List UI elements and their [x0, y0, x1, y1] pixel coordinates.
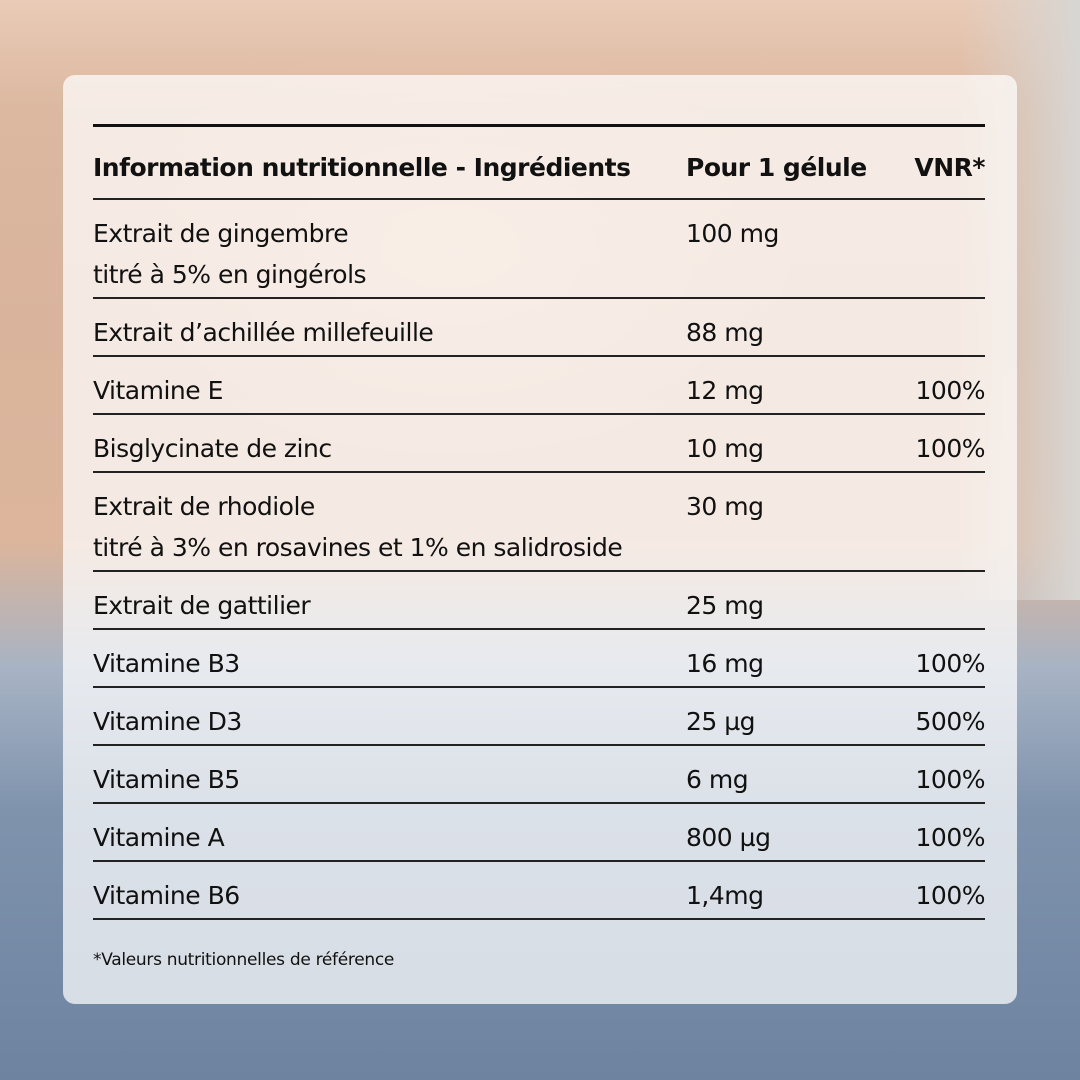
ingredient-vnr: 100%: [915, 823, 986, 852]
table-row: Vitamine B6 1,4mg 100%: [93, 862, 986, 920]
ingredient-name: Bisglycinate de zinc: [93, 428, 332, 469]
footnote: *Valeurs nutritionnelles de référence: [93, 950, 395, 970]
ingredient-amount: 100 mg: [686, 219, 779, 248]
table-row: Vitamine E 12 mg 100%: [93, 357, 986, 415]
ingredient-amount: 800 µg: [686, 823, 771, 852]
ingredient-label: Vitamine B6: [93, 881, 240, 910]
ingredient-label: Bisglycinate de zinc: [93, 434, 332, 463]
ingredient-amount: 1,4mg: [686, 881, 764, 910]
ingredient-label: Vitamine E: [93, 376, 223, 405]
ingredient-amount: 16 mg: [686, 649, 764, 678]
ingredient-name: Vitamine A: [93, 817, 225, 858]
ingredient-label: Extrait de rhodiole: [93, 492, 315, 521]
ingredient-vnr: 100%: [915, 434, 986, 463]
table-row: Extrait de rhodiole titré à 3% en rosavin…: [93, 473, 985, 572]
header-per-capsule: Pour 1 gélule: [686, 153, 867, 182]
ingredient-amount: 25 mg: [686, 591, 764, 620]
ingredient-name: Extrait de gattilier: [93, 585, 311, 626]
ingredient-amount: 6 mg: [686, 765, 749, 794]
table-header: Information nutritionnelle - Ingrédients…: [93, 127, 985, 200]
ingredient-amount: 88 mg: [686, 318, 764, 347]
header-ingredients: Information nutritionnelle - Ingrédients: [93, 153, 631, 182]
ingredient-name: Extrait de gingembre titré à 5% en gingér…: [93, 213, 367, 295]
ingredient-label: Extrait d’achillée millefeuille: [93, 318, 434, 347]
ingredient-label: Extrait de gattilier: [93, 591, 311, 620]
ingredient-vnr: 500%: [915, 707, 986, 736]
table-row: Extrait d’achillée millefeuille 88 mg: [93, 299, 985, 357]
table-row: Vitamine B3 16 mg 100%: [93, 630, 986, 688]
ingredient-amount: 25 µg: [686, 707, 756, 736]
ingredient-label: Vitamine A: [93, 823, 225, 852]
ingredient-label: Vitamine B5: [93, 765, 240, 794]
ingredient-name: Vitamine D3: [93, 701, 242, 742]
ingredient-name: Vitamine B3: [93, 643, 240, 684]
nutrition-table: Information nutritionnelle - Ingrédients…: [93, 124, 986, 920]
ingredient-vnr: 100%: [915, 376, 986, 405]
ingredient-vnr: 100%: [915, 765, 986, 794]
ingredient-vnr: 100%: [915, 649, 986, 678]
table-row: Bisglycinate de zinc 10 mg 100%: [93, 415, 986, 473]
table-row: Vitamine A 800 µg 100%: [93, 804, 986, 862]
table-row: Extrait de gattilier 25 mg: [93, 572, 985, 630]
ingredient-label: Vitamine D3: [93, 707, 242, 736]
ingredient-vnr: 100%: [915, 881, 986, 910]
table-row: Extrait de gingembre titré à 5% en gingér…: [93, 200, 985, 299]
ingredient-name: Extrait d’achillée millefeuille: [93, 312, 434, 353]
ingredient-detail: titré à 3% en rosavines et 1% en salidro…: [93, 533, 623, 562]
ingredient-label: Vitamine B3: [93, 649, 240, 678]
ingredient-amount: 10 mg: [686, 434, 764, 463]
table-row: Vitamine B5 6 mg 100%: [93, 746, 986, 804]
table-row: Vitamine D3 25 µg 500%: [93, 688, 986, 746]
ingredient-name: Extrait de rhodiole titré à 3% en rosavin…: [93, 486, 623, 568]
ingredient-amount: 30 mg: [686, 492, 764, 521]
ingredient-name: Vitamine E: [93, 370, 223, 411]
ingredient-name: Vitamine B5: [93, 759, 240, 800]
ingredient-name: Vitamine B6: [93, 875, 240, 916]
ingredient-amount: 12 mg: [686, 376, 764, 405]
ingredient-detail: titré à 5% en gingérols: [93, 260, 367, 289]
nutrition-panel: [63, 75, 1017, 1004]
ingredient-label: Extrait de gingembre: [93, 219, 349, 248]
header-vnr: VNR*: [914, 153, 985, 182]
